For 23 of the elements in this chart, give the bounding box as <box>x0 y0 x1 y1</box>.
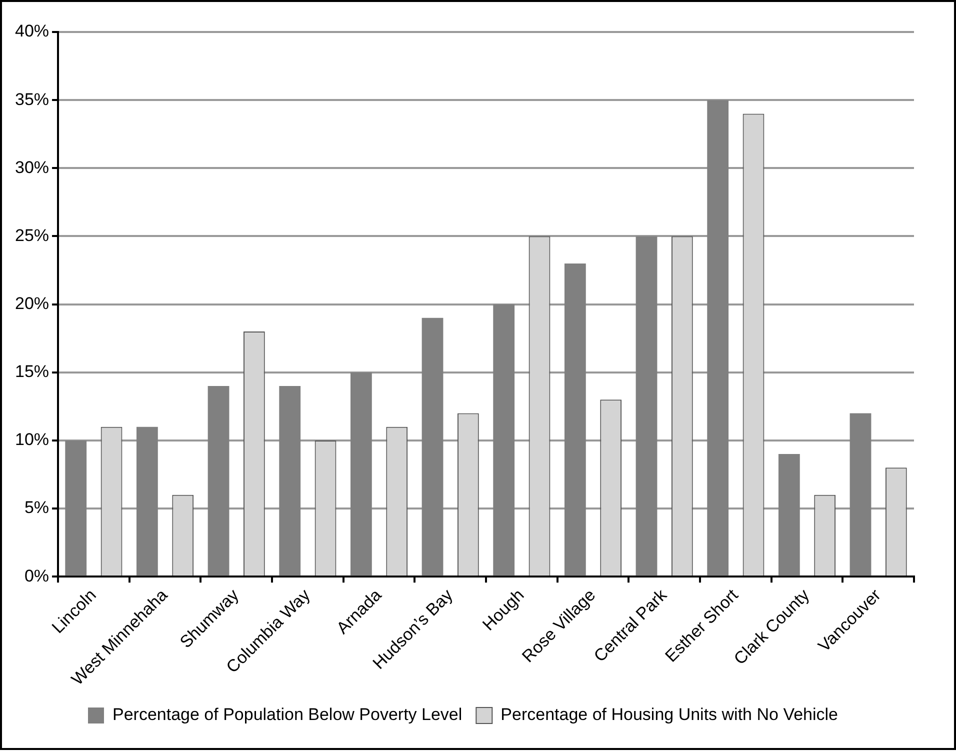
bar <box>65 440 87 576</box>
bar <box>564 263 586 576</box>
y-tick-label: 40% <box>14 22 50 41</box>
y-tick-label: 35% <box>14 90 50 109</box>
y-tick-label: 5% <box>24 498 50 518</box>
legend-label: Percentage of Housing Units with No Vehicle <box>500 705 838 724</box>
y-tick-label: 25% <box>14 226 50 245</box>
y-tick-label: 20% <box>14 294 50 313</box>
bar <box>208 386 230 576</box>
bar <box>350 372 372 576</box>
bar <box>778 454 800 576</box>
bar <box>493 304 515 576</box>
y-tick-label: 15% <box>14 362 50 382</box>
bar <box>850 413 872 576</box>
bar <box>707 100 729 576</box>
y-tick-label: 10% <box>14 430 50 450</box>
legend-label: Percentage of Population Below Poverty Level <box>112 705 462 724</box>
bar <box>422 318 444 576</box>
bar <box>636 236 658 576</box>
bar <box>279 386 301 576</box>
bar <box>136 426 158 576</box>
y-tick-label: 0% <box>24 566 50 586</box>
y-tick-label: 30% <box>14 158 50 177</box>
